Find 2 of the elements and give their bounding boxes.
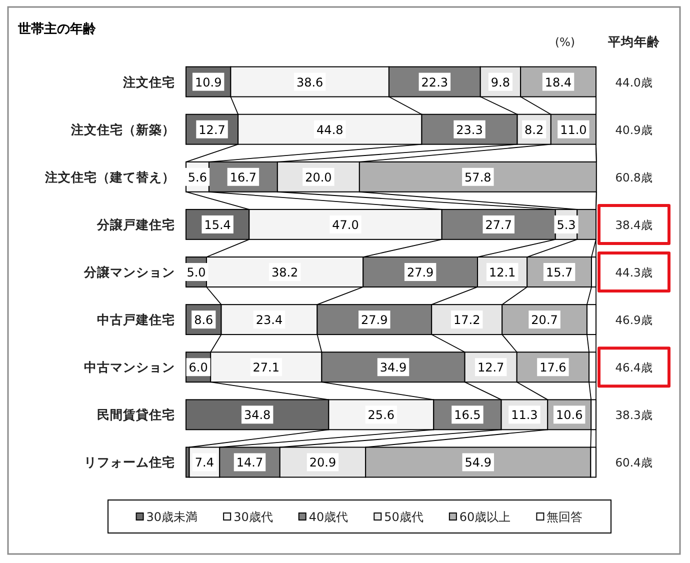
title: 世帯主の年齢 bbox=[18, 22, 96, 37]
annotation: (%) bbox=[555, 35, 575, 49]
